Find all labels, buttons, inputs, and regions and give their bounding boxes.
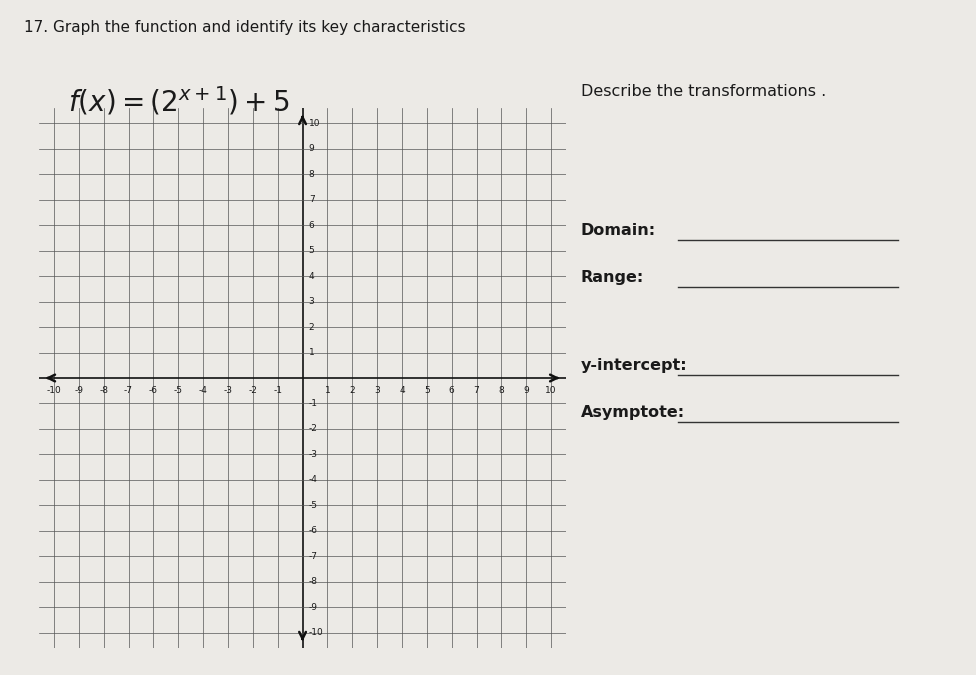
Text: 6: 6 [308,221,314,230]
Text: -1: -1 [308,399,318,408]
Text: -5: -5 [174,385,183,395]
Text: -8: -8 [100,385,108,395]
Text: -6: -6 [149,385,158,395]
Text: -4: -4 [308,475,317,485]
Text: $f(x) = (2^{x+1})+5$: $f(x) = (2^{x+1})+5$ [68,84,290,117]
Text: 5: 5 [424,385,429,395]
Text: -5: -5 [308,501,318,510]
Text: -4: -4 [199,385,208,395]
Text: -8: -8 [308,577,318,587]
Text: 5: 5 [308,246,314,255]
Text: 7: 7 [473,385,479,395]
Text: 1: 1 [325,385,330,395]
Text: 2: 2 [308,323,314,331]
Text: Describe the transformations .: Describe the transformations . [581,84,826,99]
Text: 17. Graph the function and identify its key characteristics: 17. Graph the function and identify its … [24,20,466,35]
Text: -7: -7 [124,385,133,395]
Text: -2: -2 [249,385,258,395]
Text: 3: 3 [308,297,314,306]
Text: -10: -10 [47,385,61,395]
Text: y-intercept:: y-intercept: [581,358,687,373]
Text: -3: -3 [308,450,318,459]
Text: Domain:: Domain: [581,223,656,238]
Text: 3: 3 [374,385,380,395]
Text: -3: -3 [224,385,232,395]
Text: 4: 4 [308,271,314,281]
Text: -9: -9 [74,385,83,395]
Text: -2: -2 [308,425,317,433]
Text: 4: 4 [399,385,405,395]
Text: -9: -9 [308,603,318,612]
Text: 10: 10 [546,385,557,395]
Text: 8: 8 [308,169,314,179]
Text: 6: 6 [449,385,455,395]
Text: 10: 10 [308,119,320,128]
Text: 7: 7 [308,195,314,205]
Text: -7: -7 [308,551,318,561]
Text: 2: 2 [349,385,355,395]
Text: 9: 9 [523,385,529,395]
Text: -1: -1 [273,385,282,395]
Text: -6: -6 [308,526,318,535]
Text: 8: 8 [499,385,505,395]
Text: Range:: Range: [581,270,644,285]
Text: Asymptote:: Asymptote: [581,405,685,420]
Text: 1: 1 [308,348,314,357]
Text: 9: 9 [308,144,314,153]
Text: -10: -10 [308,628,323,637]
